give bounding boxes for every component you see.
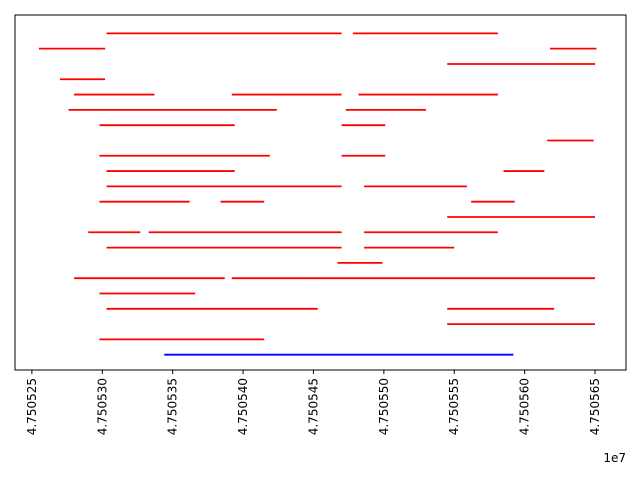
x-tick-label-4: 4.750545 bbox=[306, 378, 320, 435]
x-tick-label-8: 4.750565 bbox=[588, 378, 602, 435]
x-tick-label-6: 4.750555 bbox=[447, 378, 461, 435]
x-tick-label-7: 4.750560 bbox=[518, 378, 532, 435]
x-tick-label-0: 4.750525 bbox=[25, 378, 39, 435]
axes-frame bbox=[14, 14, 627, 371]
x-axis: 4.750525 4.750530 4.750535 4.750540 4.750545… bbox=[25, 370, 602, 435]
x-tick-label-5: 4.750550 bbox=[377, 378, 391, 435]
segments-layer bbox=[38, 32, 597, 356]
x-tick-label-1: 4.750530 bbox=[95, 378, 109, 435]
x-tick-label-3: 4.750540 bbox=[236, 378, 250, 435]
x-tick-label-2: 4.750535 bbox=[166, 378, 180, 435]
x-axis-offset-label: 1e7 bbox=[603, 451, 626, 465]
